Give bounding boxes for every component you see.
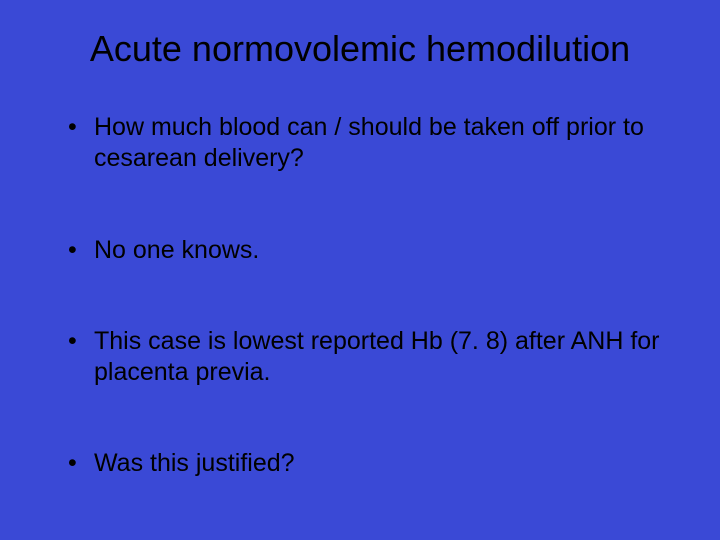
list-item: How much blood can / should be taken off…: [68, 112, 670, 175]
list-item: This case is lowest reported Hb (7. 8) a…: [68, 326, 670, 389]
slide-title: Acute normovolemic hemodilution: [50, 28, 670, 70]
list-item: Was this justified?: [68, 448, 670, 479]
slide: Acute normovolemic hemodilution How much…: [0, 0, 720, 540]
bullet-list: How much blood can / should be taken off…: [50, 112, 670, 480]
list-item: No one knows.: [68, 235, 670, 266]
